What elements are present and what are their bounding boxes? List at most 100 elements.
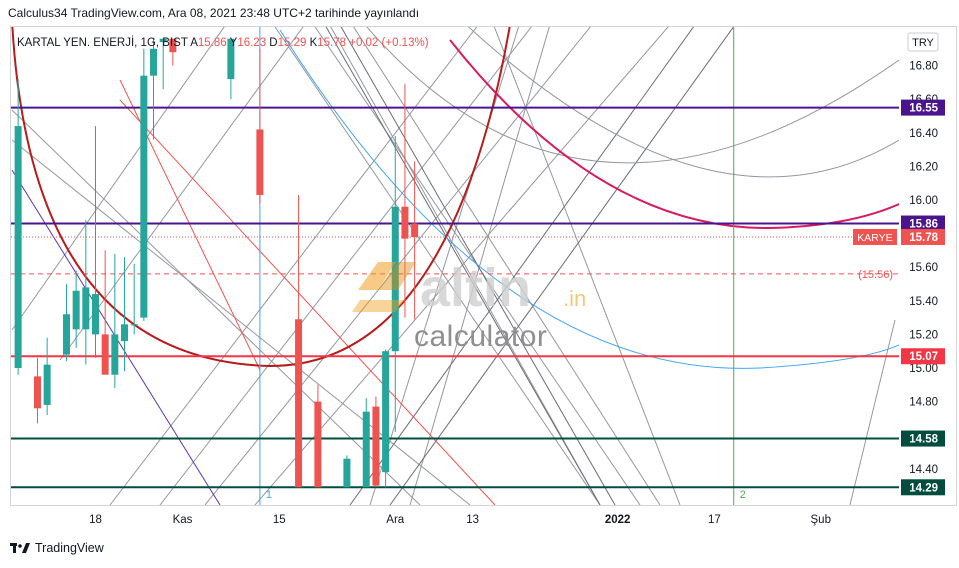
- trend-line: [349, 27, 695, 505]
- candle-body: [140, 75, 148, 318]
- price-tick-label: 14.80: [909, 397, 938, 409]
- logo-shape: [378, 262, 416, 290]
- legend-part: Y: [230, 37, 238, 49]
- level-price-label: 14.58: [909, 434, 938, 446]
- tradingview-logo-icon: [10, 543, 30, 553]
- candle-body: [256, 129, 264, 195]
- candle-body: [227, 38, 235, 80]
- legend-part: KARTAL YEN. ENERJİ, 1G, BIST: [17, 36, 190, 49]
- trend-line: [11, 27, 225, 331]
- price-tick-label: 15.60: [909, 262, 938, 274]
- price-tick-label: 16.20: [909, 161, 938, 173]
- level-price-tag: [901, 215, 945, 232]
- time-tick-label: 18: [89, 514, 102, 526]
- time-tick-label: Ara: [386, 514, 405, 526]
- trend-line: [340, 27, 616, 505]
- level-price-label: 14.29: [909, 482, 938, 494]
- time-axis: 18 Kas 15 Ara 13 2022 17 Şub: [89, 514, 831, 526]
- price-tick-label: 15.20: [909, 329, 938, 341]
- candle-body: [159, 38, 167, 43]
- legend-part: D: [269, 37, 277, 49]
- trend-line: [389, 27, 735, 505]
- level-price-label: 15.07: [909, 351, 938, 363]
- logo-domain: .in: [563, 286, 586, 311]
- candle-body: [111, 334, 119, 375]
- footer-brand: TradingView: [35, 541, 104, 555]
- symbol-ohlc-line: KARTAL YEN. ENERJİ, 1G, BIST A15.86 Y16.…: [17, 36, 429, 49]
- symbol-tag-label: KARYE: [857, 232, 892, 244]
- blue-arc: [279, 29, 899, 369]
- candle-body: [295, 319, 303, 488]
- symbol-legend: KARTAL YEN. ENERJİ, 1G, BIST A15.86 Y16.…: [17, 36, 429, 49]
- logo-text: altin: [420, 258, 531, 318]
- candle-body: [62, 314, 70, 355]
- candle-body: [401, 206, 409, 239]
- candle-body: [169, 38, 177, 53]
- altin-logo: altin .in: [352, 258, 586, 318]
- candle-body: [362, 411, 370, 488]
- level-price-label: 15.86: [909, 219, 938, 231]
- chart-frame[interactable]: [10, 26, 957, 506]
- candle-body: [82, 287, 90, 330]
- candle-body: [343, 458, 351, 488]
- legend-part: 15.78: [317, 37, 349, 49]
- trend-line: [274, 27, 601, 505]
- level-price-tag: [901, 479, 945, 496]
- candle-body: [91, 294, 99, 335]
- currency-badge: [907, 32, 939, 52]
- time-tick-label: 2022: [605, 514, 631, 526]
- trend-line: [204, 27, 591, 505]
- trend-line: [159, 27, 532, 505]
- vertical-marker-label: 1: [266, 489, 272, 501]
- price-tick-label: 16.80: [909, 61, 938, 73]
- time-tick-label: Kas: [173, 514, 193, 526]
- trend-line: [330, 27, 601, 505]
- dashed-level-label: (15.56): [858, 269, 893, 281]
- candle-body: [391, 206, 399, 352]
- price-tick-label: 15.00: [909, 363, 938, 375]
- level-price-tag: [901, 430, 945, 447]
- legend-part: 15.29: [278, 37, 310, 49]
- legend-part: 15.86: [198, 37, 230, 49]
- trend-line: [59, 27, 304, 361]
- candle-body: [72, 290, 80, 330]
- grey-arc: [366, 27, 899, 164]
- candle-body: [382, 351, 390, 473]
- watermark-calculator: calculator: [414, 320, 548, 353]
- trend-line: [409, 27, 550, 505]
- price-tick-label: 14.40: [909, 464, 938, 476]
- candle-body: [150, 48, 158, 76]
- time-tick-label: 13: [466, 514, 479, 526]
- price-tick-label: 16.00: [909, 195, 938, 207]
- red-diagonal: [119, 99, 496, 505]
- legend-part: A: [190, 37, 198, 49]
- candle-body: [43, 364, 51, 405]
- candle-body: [411, 223, 419, 237]
- last-price-label: 15.78: [909, 232, 938, 244]
- trend-line: [849, 319, 896, 505]
- trend-line: [314, 27, 641, 505]
- trend-line: [353, 27, 661, 505]
- time-tick-label: 15: [273, 514, 286, 526]
- time-tick-label: Şub: [811, 514, 831, 526]
- publish-info: Calculus34 TradingView.com, Ara 08, 2021…: [8, 6, 420, 20]
- candle-body: [14, 126, 22, 368]
- trend-line: [369, 27, 520, 505]
- candle-body: [130, 324, 138, 326]
- trend-line: [109, 27, 478, 505]
- vertical-marker-label: 2: [740, 489, 746, 501]
- level-price-tag: [901, 348, 945, 365]
- trend-line: [254, 27, 669, 505]
- candle-body: [121, 324, 129, 342]
- red-parabola: [11, 27, 511, 368]
- candle-body: [372, 406, 380, 486]
- logo-shape: [358, 262, 396, 290]
- last-price-tag: [901, 228, 945, 245]
- candle-body: [314, 401, 322, 488]
- horizontal-levels: [11, 106, 899, 489]
- legend-part: +0.02 (+0.13%): [349, 37, 428, 49]
- legend-part: 16.23: [237, 37, 269, 49]
- currency-label: TRY: [912, 37, 934, 49]
- tradingview-footer[interactable]: TradingView: [10, 541, 104, 555]
